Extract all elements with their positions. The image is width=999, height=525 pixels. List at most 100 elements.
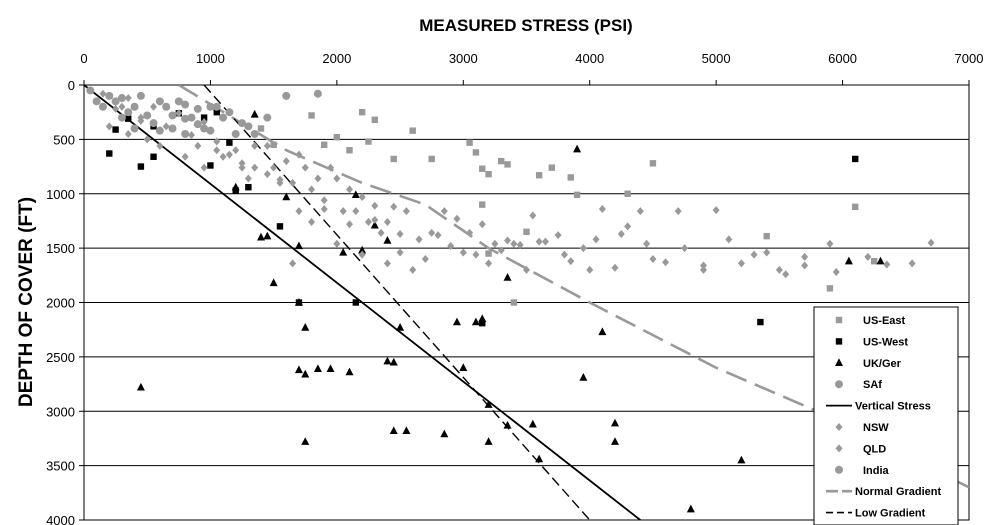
data-point-qld — [617, 229, 625, 238]
data-point-india — [136, 91, 145, 100]
data-point-us-east — [371, 116, 378, 123]
data-point-uk-ger — [257, 232, 265, 241]
data-point-us-east — [321, 141, 328, 149]
data-point-nsw — [105, 122, 113, 131]
data-point-us-west — [213, 108, 220, 116]
data-point-us-east — [485, 170, 492, 178]
data-point-nsw — [124, 129, 132, 138]
data-point-uk-ger — [294, 298, 303, 306]
data-point-india — [187, 113, 196, 122]
data-point-qld — [251, 141, 259, 150]
data-point-qld — [447, 241, 455, 250]
data-point-saf — [181, 114, 190, 123]
data-point-nsw — [219, 152, 227, 161]
data-point-uk-ger — [579, 373, 588, 381]
data-point-qld — [308, 218, 316, 227]
data-point-qld — [801, 261, 809, 270]
legend-label-india: India — [863, 465, 890, 477]
data-point-india — [124, 108, 133, 117]
data-point-nsw — [346, 185, 353, 194]
data-point-nsw — [358, 193, 366, 202]
legend-label-uk-ger: UK/Ger — [863, 358, 902, 370]
data-point-nsw — [826, 239, 834, 248]
data-point-uk-ger — [326, 364, 335, 373]
data-point-uk-ger — [484, 400, 493, 408]
data-point-nsw — [295, 150, 303, 159]
legend-label-qld: QLD — [863, 443, 886, 455]
data-point-nsw — [516, 240, 524, 249]
data-point-nsw — [801, 252, 809, 261]
data-point-nsw — [927, 238, 935, 247]
x-tick-label: 1000 — [196, 51, 225, 66]
data-point-uk-ger — [440, 429, 449, 438]
data-point-nsw — [314, 174, 322, 183]
data-point-qld — [371, 215, 379, 224]
data-point-qld — [636, 207, 644, 216]
data-point-qld — [289, 259, 297, 268]
data-point-nsw — [390, 202, 398, 211]
data-point-saf — [143, 111, 152, 120]
data-point-qld — [137, 116, 145, 125]
data-point-uk-ger — [389, 426, 398, 435]
data-point-us-east — [428, 155, 435, 163]
data-point-us-east — [826, 285, 834, 292]
data-point-saf — [193, 120, 202, 129]
data-point-nsw — [320, 196, 328, 205]
data-point-uk-ger — [396, 323, 405, 331]
legend-swatch-us-west — [835, 338, 843, 345]
data-point-uk-ger — [294, 365, 303, 374]
data-point-nsw — [263, 141, 271, 150]
data-point-india — [225, 108, 234, 117]
data-point-nsw — [883, 260, 891, 269]
data-point-us-east — [567, 174, 574, 181]
data-point-uk-ger — [503, 420, 512, 429]
y-tick-label: 1500 — [46, 241, 75, 256]
legend-label-low-gradient: Low Gradient — [855, 508, 926, 520]
data-point-nsw — [529, 211, 537, 220]
data-point-nsw — [289, 178, 297, 187]
legend-swatch-nsw — [835, 423, 843, 431]
data-point-india — [212, 102, 221, 111]
data-point-uk-ger — [313, 364, 322, 373]
data-point-qld — [598, 204, 606, 213]
data-point-uk-ger — [339, 247, 348, 256]
data-point-us-east — [870, 257, 878, 265]
data-point-nsw — [238, 163, 246, 172]
data-point-nsw — [364, 218, 372, 227]
data-point-uk-ger — [383, 356, 392, 365]
y-tick-label: 4000 — [46, 513, 75, 525]
data-point-qld — [295, 207, 303, 216]
y-tick-label: 500 — [53, 132, 75, 147]
x-tick-label: 0 — [80, 51, 87, 66]
data-point-nsw — [251, 163, 259, 172]
data-point-nsw — [541, 237, 549, 246]
data-point-qld — [409, 265, 417, 274]
data-point-saf — [282, 91, 291, 100]
y-tick-label: 0 — [68, 78, 75, 93]
data-point-nsw — [213, 146, 221, 155]
data-point-qld — [832, 268, 840, 277]
data-point-india — [250, 129, 259, 138]
data-point-qld — [162, 122, 170, 131]
data-point-qld — [497, 246, 505, 255]
x-tick-label: 5000 — [702, 51, 731, 66]
data-point-india — [238, 119, 247, 128]
x-tick-label: 7000 — [955, 51, 984, 66]
data-point-nsw — [440, 207, 448, 216]
data-point-saf — [130, 102, 139, 111]
data-point-us-east — [535, 172, 543, 179]
data-point-nsw — [681, 244, 689, 253]
data-point-nsw — [567, 257, 575, 266]
data-point-us-east — [498, 157, 505, 165]
data-point-saf — [193, 104, 202, 113]
data-point-nsw — [763, 248, 771, 257]
data-point-saf — [105, 91, 114, 100]
data-point-nsw — [333, 174, 341, 183]
data-point-qld — [750, 250, 758, 259]
data-point-us-east — [390, 155, 397, 163]
data-point-nsw — [200, 163, 208, 172]
data-point-nsw — [478, 220, 486, 229]
data-point-nsw — [194, 141, 202, 150]
data-point-qld — [586, 265, 594, 274]
y-tick-label: 3500 — [46, 459, 75, 474]
